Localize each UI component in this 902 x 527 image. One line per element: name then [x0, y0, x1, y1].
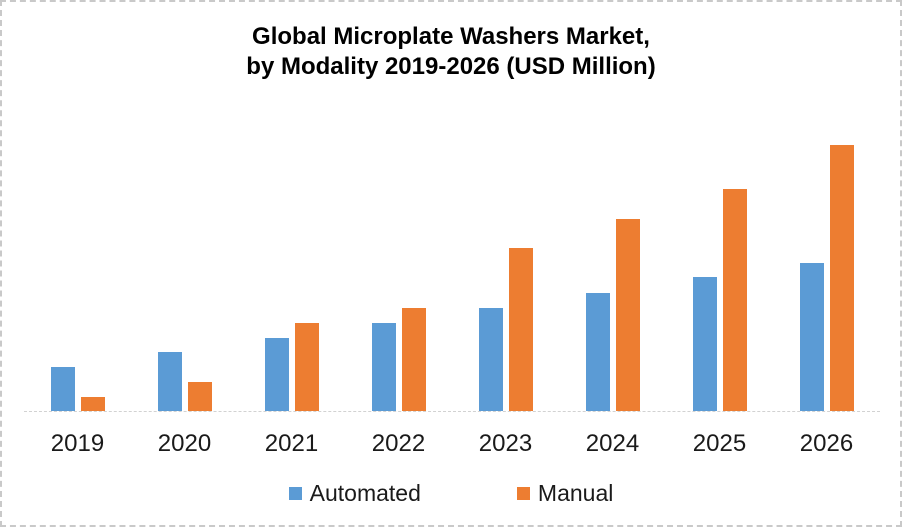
- bar-group-2022: [345, 132, 452, 411]
- bar-automated-2021: [264, 338, 289, 411]
- x-axis-label-2025: 2025: [692, 430, 747, 457]
- legend-label-automated: Automated: [309, 479, 421, 506]
- legend-swatch-automated: [288, 486, 302, 500]
- x-axis-label-2020: 2020: [157, 430, 212, 457]
- chart-title-line-1: Global Microplate Washers Market,: [252, 23, 650, 50]
- x-axis-label-2021: 2021: [264, 430, 319, 457]
- x-axis-label-2022: 2022: [371, 430, 426, 457]
- x-axis-label-2023: 2023: [478, 430, 533, 457]
- chart-title: Global Microplate Washers Market, by Mod…: [2, 22, 900, 82]
- bar-automated-2026: [799, 263, 824, 411]
- bar-group-2019: [24, 132, 131, 411]
- plot-area: [24, 132, 880, 411]
- legend-swatch-manual: [516, 486, 530, 500]
- legend: Automated Manual: [2, 480, 900, 506]
- x-axis-labels: 2019 2020 2021 2022 2023 2024 2025 2026: [24, 430, 880, 458]
- bar-group-2025: [666, 132, 773, 411]
- bar-manual-2023: [508, 248, 533, 411]
- bar-automated-2022: [371, 323, 396, 411]
- bar-automated-2025: [692, 277, 717, 411]
- bar-manual-2019: [80, 397, 105, 411]
- x-axis-label-2024: 2024: [585, 430, 640, 457]
- bar-group-2021: [238, 132, 345, 411]
- bar-manual-2022: [401, 308, 426, 411]
- bar-manual-2025: [722, 189, 747, 411]
- bar-automated-2024: [585, 293, 610, 411]
- x-axis-label-2026: 2026: [799, 430, 854, 457]
- bar-manual-2020: [187, 382, 212, 411]
- legend-item-manual: Manual: [516, 479, 614, 507]
- bar-manual-2026: [829, 145, 854, 411]
- bar-group-2024: [559, 132, 666, 411]
- bar-manual-2024: [615, 219, 640, 411]
- bar-group-2020: [131, 132, 238, 411]
- legend-item-automated: Automated: [288, 479, 421, 507]
- chart-title-line-2: by Modality 2019-2026 (USD Million): [246, 53, 656, 80]
- x-axis-label-2019: 2019: [50, 430, 105, 457]
- bar-automated-2023: [478, 308, 503, 411]
- bar-automated-2020: [157, 352, 182, 411]
- bar-group-2026: [773, 132, 880, 411]
- legend-label-manual: Manual: [537, 479, 614, 506]
- x-axis-line: [24, 411, 880, 412]
- bar-automated-2019: [50, 367, 75, 411]
- bar-manual-2021: [294, 323, 319, 411]
- bar-group-2023: [452, 132, 559, 411]
